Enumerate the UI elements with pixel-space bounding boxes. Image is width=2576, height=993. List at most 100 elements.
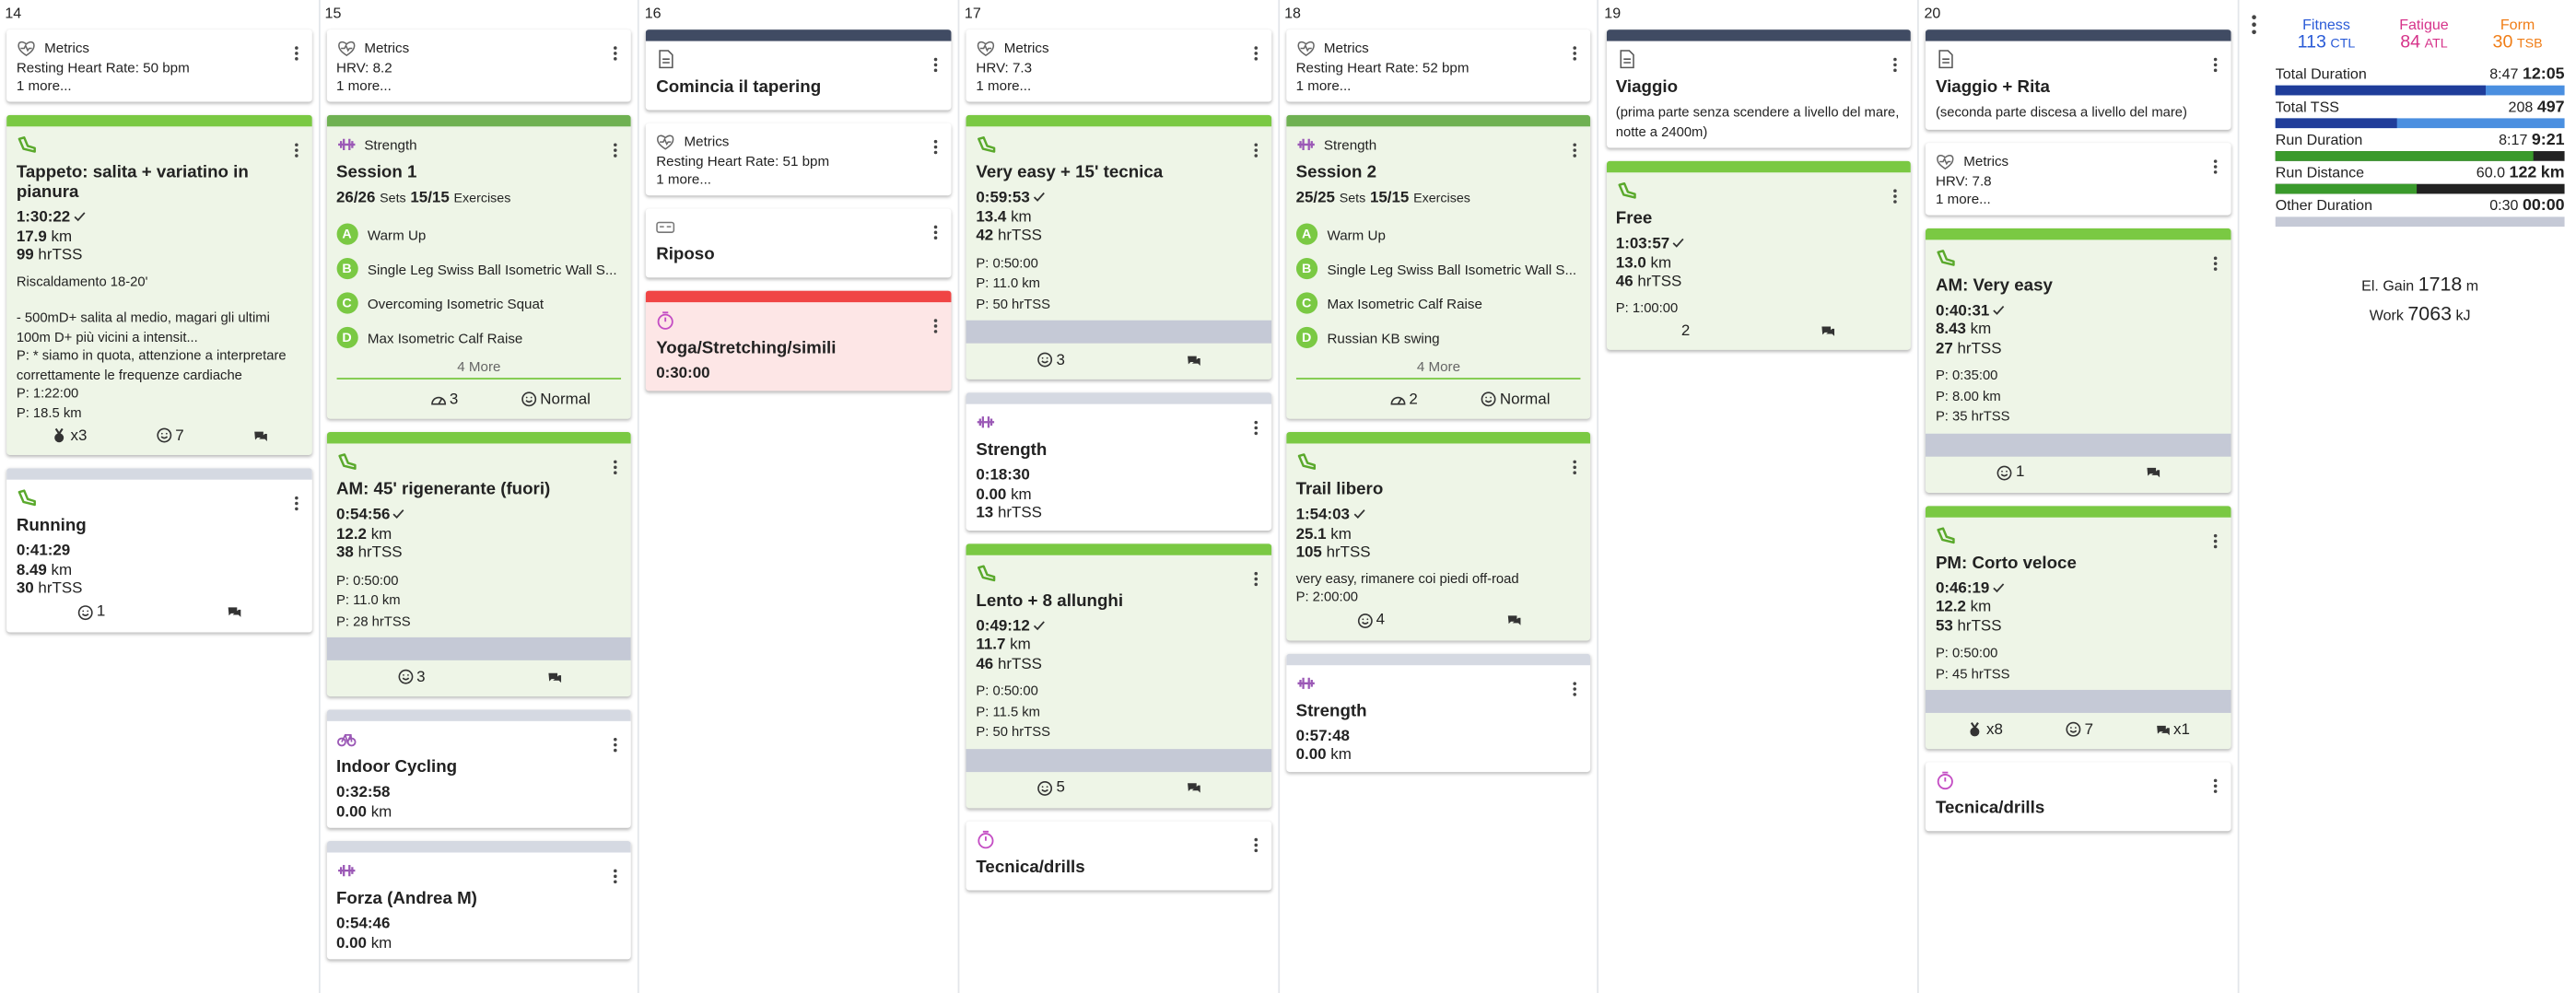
workout-card[interactable]: Viaggio (prima parte senza scendere a liv… xyxy=(1606,29,1912,148)
footer-item: 3 xyxy=(1036,350,1065,369)
menu-button[interactable] xyxy=(614,862,618,892)
menu-button[interactable] xyxy=(933,312,938,342)
workout-card[interactable]: Running 0:41:29 8.49 km 30 hrTSS 1 xyxy=(6,468,312,632)
workout-card[interactable]: Riposo xyxy=(646,208,952,278)
menu-button[interactable] xyxy=(933,51,938,80)
icon-part xyxy=(2160,727,2170,735)
menu-button[interactable] xyxy=(1253,830,1258,859)
card-title: Very easy + 15' tecnica xyxy=(976,162,1164,182)
icon-part xyxy=(1938,773,1954,790)
workout-card[interactable]: Metrics Resting Heart Rate: 51 bpm 1 more.… xyxy=(646,123,952,196)
stat: 0.00 km xyxy=(336,934,622,953)
week-menu[interactable] xyxy=(2251,13,2257,42)
workout-card[interactable]: Metrics HRV: 7.8 1 more... xyxy=(1926,142,2231,215)
menu-button[interactable] xyxy=(1573,674,1577,704)
stat: 38 hrTSS xyxy=(336,543,622,563)
card-title: Running xyxy=(16,515,87,536)
menu-button[interactable] xyxy=(2213,152,2218,181)
footer-text: 3 xyxy=(1056,350,1065,369)
workout-card[interactable]: Metrics HRV: 7.3 1 more... xyxy=(966,29,1271,102)
spacer xyxy=(1936,636,2221,642)
icon-part xyxy=(1046,356,1048,359)
icon-part xyxy=(662,311,669,322)
workout-card[interactable]: Viaggio + Rita (seconda parte discesa a l… xyxy=(1926,29,2231,129)
icon-part xyxy=(1938,50,1954,69)
card-header xyxy=(336,859,622,882)
card-bar xyxy=(646,290,952,303)
icon-part xyxy=(1970,722,1980,737)
menu-button[interactable] xyxy=(614,731,618,761)
workout-card[interactable]: Metrics Resting Heart Rate: 50 bpm 1 more.… xyxy=(6,29,312,102)
icon xyxy=(227,604,241,619)
workout-card[interactable]: Lento + 8 allunghi 0:49:12 11.7 km 46 hrTSS… xyxy=(966,543,1271,808)
menu-button[interactable] xyxy=(1573,136,1577,166)
icon-part xyxy=(1821,325,1832,334)
menu-button[interactable] xyxy=(294,40,299,69)
menu-button[interactable] xyxy=(2213,51,2218,80)
workout-card[interactable]: Forza (Andrea M) 0:54:46 0.00 km xyxy=(326,840,632,960)
icon-part xyxy=(933,236,938,239)
icon-part xyxy=(2066,721,2081,737)
menu-button[interactable] xyxy=(1253,565,1258,594)
spacer xyxy=(17,265,302,272)
workout-card[interactable]: Yoga/Stretching/simili 0:30:00 xyxy=(646,290,952,391)
icon-part xyxy=(1033,620,1045,630)
workout-card[interactable]: Trail libero 1:54:03 25.1 km 105 hrTSS very … xyxy=(1285,431,1592,640)
workout-card[interactable]: Strength Session 1 26/26 Sets 15/15 Exerci… xyxy=(326,114,632,419)
card-type: Metrics xyxy=(1323,39,1369,56)
menu-button[interactable] xyxy=(1573,453,1577,483)
menu-button[interactable] xyxy=(2213,527,2218,556)
card-body: Viaggio (prima parte senza scendere a liv… xyxy=(1606,41,1911,148)
icon-part xyxy=(933,145,938,149)
workout-card[interactable]: AM: Very easy 0:40:31 8.43 km 27 hrTSS P: 0:… xyxy=(1926,227,2231,493)
icon-part xyxy=(933,139,938,155)
workout-card[interactable]: Free 1:03:57 13.0 km 46 hrTSS P: 1:00:00 2 xyxy=(1606,160,1912,350)
menu-button[interactable] xyxy=(2213,772,2218,801)
icon xyxy=(656,216,675,236)
menu-button[interactable] xyxy=(1253,414,1258,443)
workout-card[interactable]: Strength 0:57:48 0.00 km xyxy=(1285,652,1592,772)
workout-card[interactable]: Indoor Cycling 0:32:58 0.00 km xyxy=(326,709,632,828)
menu-button[interactable] xyxy=(294,136,299,166)
stat: 0.00 km xyxy=(976,485,1261,505)
icon-part xyxy=(87,609,88,612)
workout-card[interactable]: Tecnica/drills xyxy=(966,820,1271,890)
icon-part xyxy=(1574,460,1577,464)
icon-part xyxy=(393,509,405,520)
workout-card[interactable]: Tecnica/drills xyxy=(1926,762,2231,832)
workout-card[interactable]: Metrics HRV: 8.2 1 more... xyxy=(326,29,632,102)
menu-button[interactable] xyxy=(614,136,618,166)
workout-card[interactable]: Strength 0:18:30 0.00 km 13 hrTSS xyxy=(966,392,1271,531)
menu-button[interactable] xyxy=(933,133,938,162)
workout-card[interactable]: Tappeto: salita + variatino in pianura 1:… xyxy=(6,114,312,455)
menu-button[interactable] xyxy=(933,218,938,248)
icon-part xyxy=(933,57,938,62)
menu-button[interactable] xyxy=(2213,249,2218,278)
footer-text: 2 xyxy=(1680,321,1691,340)
workout-card[interactable]: Strength Session 2 25/25 Sets 15/15 Exerci… xyxy=(1285,114,1592,419)
menu-button[interactable] xyxy=(1253,136,1258,166)
card-title: Trail libero xyxy=(1295,479,1384,500)
icon-part xyxy=(656,221,675,233)
menu-button[interactable] xyxy=(614,40,618,69)
menu-button[interactable] xyxy=(1253,40,1258,69)
icon-part xyxy=(77,604,93,620)
workout-card[interactable]: AM: 45' rigenerante (fuori) 0:54:56 12.2 k… xyxy=(326,431,632,697)
workout-card[interactable]: Comincia il tapering xyxy=(646,29,952,111)
icon-part xyxy=(1574,143,1577,147)
exercise-letter: D xyxy=(1295,326,1317,349)
menu-button[interactable] xyxy=(614,453,618,483)
workout-card[interactable]: PM: Corto veloce 0:46:19 12.2 km 53 hrTSS P:… xyxy=(1926,505,2231,750)
card-body: Comincia il tapering xyxy=(646,41,951,111)
workout-card[interactable]: Metrics Resting Heart Rate: 52 bpm 1 more.… xyxy=(1285,29,1592,102)
menu-button[interactable] xyxy=(1573,40,1577,69)
metric-line: 1 more... xyxy=(335,76,392,94)
menu-button[interactable] xyxy=(1893,182,1898,212)
workout-card[interactable]: Very easy + 15' tecnica 0:59:53 13.4 km 42 … xyxy=(966,114,1271,380)
icon xyxy=(976,134,996,154)
icon-part xyxy=(406,674,409,676)
menu-button[interactable] xyxy=(294,489,299,519)
legend-unit: CTL xyxy=(2330,36,2356,52)
exercise: A Warm Up xyxy=(1295,216,1582,251)
menu-button[interactable] xyxy=(1893,51,1898,80)
